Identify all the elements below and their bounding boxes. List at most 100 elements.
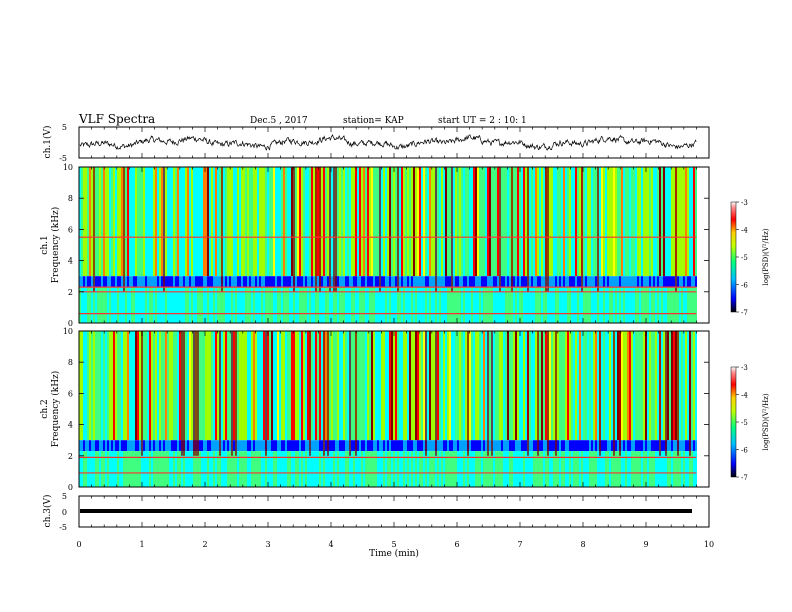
spectrogram-band-upper: [657, 167, 659, 277]
spectrogram-band-low: [673, 440, 675, 452]
spectrogram-band-upper: [491, 167, 493, 277]
spectrogram-band-base: [155, 451, 157, 487]
spectrogram-band-low: [257, 440, 259, 452]
spectrogram-band-low: [303, 276, 305, 288]
spectrogram-band-base: [117, 287, 119, 323]
spectrogram-band-low: [691, 276, 693, 288]
spectrogram-band-base: [391, 287, 393, 323]
spectrogram-band-upper: [379, 331, 381, 441]
spectrogram-band-base: [623, 451, 625, 487]
spectrogram-band-upper: [523, 331, 525, 441]
spectrogram-band-upper: [455, 167, 457, 277]
spectrogram-band-upper: [541, 167, 543, 277]
spectrogram-band-low: [343, 276, 345, 288]
spectrogram-band-low: [553, 440, 555, 452]
spectrogram-band-base: [221, 451, 223, 487]
spectrogram-band-base: [547, 451, 549, 487]
xtick-label: 10: [704, 540, 714, 549]
spectrogram-band-base: [545, 287, 547, 323]
ch3-ytick-5: 5: [62, 492, 67, 501]
spectrogram-band-upper: [595, 331, 597, 441]
spectrogram-band-upper: [657, 331, 659, 441]
spectrogram-band-upper: [175, 167, 177, 277]
spectrogram-band-base: [147, 287, 149, 323]
spectrogram-band-base: [117, 451, 119, 487]
spectrogram-band-base: [523, 451, 525, 487]
spectrogram-band-upper: [383, 167, 385, 277]
spectrogram-band-low: [441, 276, 443, 288]
spectrogram-band-low: [99, 276, 101, 288]
spectrogram-band-upper: [227, 331, 229, 441]
spectrogram-band-low: [199, 276, 201, 288]
spectrogram-sferic: [195, 331, 197, 456]
spectrogram-band-base: [255, 451, 257, 487]
spectrogram-band-upper: [125, 167, 127, 277]
spectrogram-band-low: [513, 276, 515, 288]
spectrogram-band-low: [671, 276, 673, 288]
spectrogram-band-upper: [187, 167, 189, 277]
spectrogram-band-upper: [453, 167, 455, 277]
spectrogram-band-upper: [369, 331, 371, 441]
spectrogram-band-upper: [511, 331, 513, 441]
spectrogram-band-upper: [199, 167, 201, 277]
spectrogram-band-low: [157, 440, 159, 452]
spectrogram-band-low: [571, 276, 573, 288]
spectrogram-band-low: [421, 440, 423, 452]
spectrogram-band-upper: [635, 167, 637, 277]
spectrogram-band-low: [207, 276, 209, 288]
spectrogram-band-low: [131, 440, 133, 452]
spectrogram-band-base: [431, 287, 433, 323]
spectrogram-band-low: [331, 276, 333, 288]
spectrogram-band-low: [425, 276, 427, 288]
spectrogram-band-base: [423, 451, 425, 487]
spectrogram-band-upper: [617, 167, 619, 277]
spectrogram-band-base: [527, 451, 529, 487]
spectrogram-band-upper: [463, 331, 465, 441]
xtick-label: 6: [454, 540, 459, 549]
spectrogram-band-upper: [393, 331, 395, 441]
spectrogram-band-low: [259, 440, 261, 452]
spectrogram-band-upper: [363, 167, 365, 277]
spectrogram-band-base: [683, 287, 685, 323]
spectrogram-band-upper: [367, 331, 369, 441]
spectrogram-band-low: [143, 440, 145, 452]
spectrogram-band-base: [421, 287, 423, 323]
spectrogram-band-low: [347, 440, 349, 452]
spectrogram-band-base: [239, 451, 241, 487]
spectrogram-band-upper: [299, 331, 301, 441]
spectrogram-band-base: [353, 287, 355, 323]
spectrogram-band-upper: [467, 167, 469, 277]
spectrogram-band-low: [339, 276, 341, 288]
spectrogram-band-base: [655, 287, 657, 323]
spectrogram-band-base: [665, 287, 667, 323]
spectrogram-band-low: [625, 276, 627, 288]
spectrogram-band-low: [329, 440, 331, 452]
spectrogram-band-base: [405, 287, 407, 323]
spectrogram-band-base: [317, 287, 319, 323]
ytick-label: 4: [68, 421, 73, 430]
spectrogram-band-low: [339, 440, 341, 452]
spectrogram-band-base: [603, 287, 605, 323]
spectrogram-band-upper: [485, 167, 487, 277]
spectrogram-band-low: [323, 276, 325, 288]
spectrogram-band-upper: [213, 167, 215, 277]
spectrogram-band-base: [105, 451, 107, 487]
spectrogram-band-base: [523, 287, 525, 323]
spectrogram-band-upper: [361, 167, 363, 277]
spectrogram-band-upper: [249, 167, 251, 277]
ytick-label: 6: [68, 389, 73, 398]
spectrogram-band-base: [261, 287, 263, 323]
spectrogram-band-low: [387, 276, 389, 288]
spectrogram-band-upper: [551, 167, 553, 277]
spectrogram-band-base: [579, 287, 581, 323]
spectrogram-band-base: [597, 287, 599, 323]
spectrogram-band-low: [89, 276, 91, 288]
spectrogram-sferic: [379, 167, 381, 292]
spectrogram-sferic: [293, 167, 295, 292]
spectrogram-band-base: [529, 287, 531, 323]
spectrogram-band-upper: [323, 167, 325, 277]
spectrogram-band-upper: [615, 167, 617, 277]
spectrogram-band-base: [409, 451, 411, 487]
spectrogram-band-upper: [367, 167, 369, 277]
spectrogram-band-base: [653, 451, 655, 487]
